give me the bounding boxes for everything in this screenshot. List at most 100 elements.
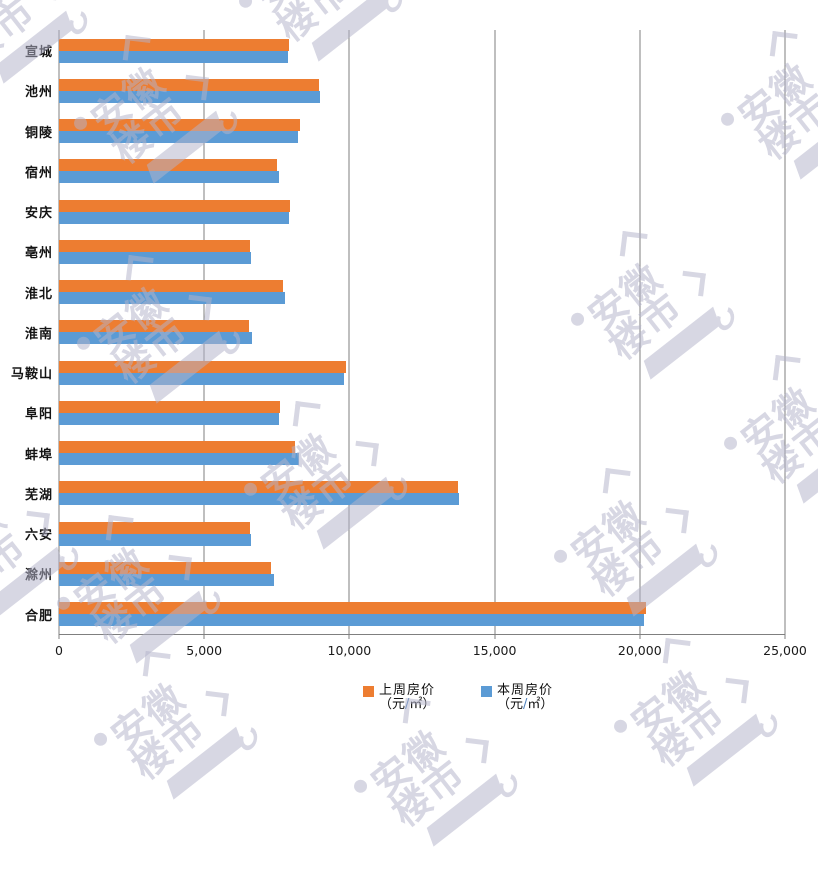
bar-last-week — [59, 522, 250, 534]
x-tick-mark — [785, 634, 786, 639]
bar-last-week — [59, 441, 295, 453]
bar-last-week — [59, 39, 289, 51]
watermark-tile: 安徽 楼市 — [91, 640, 278, 817]
watermark-dot — [91, 730, 109, 748]
category-row: 阜阳 — [59, 392, 785, 432]
category-row: 蚌埠 — [59, 433, 785, 473]
legend-swatch-this-week — [481, 686, 492, 697]
x-tick-label: 25,000 — [763, 643, 807, 658]
watermark-curl-shape — [757, 710, 780, 742]
x-tick-mark — [204, 634, 205, 639]
bar-this-week — [59, 212, 289, 224]
category-row: 亳州 — [59, 231, 785, 271]
city-label: 淮南 — [0, 320, 53, 344]
city-label: 宿州 — [0, 159, 53, 183]
legend-label-this-week: 本周房价 — [497, 684, 553, 698]
bar-this-week — [59, 614, 644, 626]
x-tick-label: 10,000 — [328, 643, 372, 658]
category-row: 淮南 — [59, 312, 785, 352]
watermark-dot — [236, 0, 254, 10]
watermark-stamp-bar — [687, 714, 763, 787]
category-row: 芜湖 — [59, 473, 785, 513]
city-label: 马鞍山 — [0, 361, 53, 385]
bar-last-week — [59, 79, 319, 91]
city-label: 芜湖 — [0, 481, 53, 505]
bar-last-week — [59, 240, 250, 252]
legend-unit-last-week: （元/㎡） — [379, 698, 435, 712]
watermark-text-line1: 安徽 — [363, 722, 453, 806]
category-row: 马鞍山 — [59, 352, 785, 392]
watermark-chevron-shape — [463, 738, 489, 764]
bar-this-week — [59, 574, 274, 586]
watermark-tile: 安徽 楼市 — [351, 687, 538, 864]
city-label: 阜阳 — [0, 401, 53, 425]
bar-this-week — [59, 91, 320, 103]
x-tick-mark — [639, 634, 640, 639]
bar-this-week — [59, 413, 279, 425]
bar-last-week — [59, 401, 280, 413]
bar-last-week — [59, 481, 458, 493]
category-row: 滁州 — [59, 553, 785, 593]
category-row: 宿州 — [59, 151, 785, 191]
legend-unit-this-week: （元/㎡） — [497, 698, 553, 712]
category-row: 合肥 — [59, 594, 785, 634]
bar-this-week — [59, 332, 252, 344]
category-row: 铜陵 — [59, 111, 785, 151]
watermark-text-line1: 安徽 — [0, 0, 23, 43]
x-tick-label: 0 — [55, 643, 63, 658]
legend-swatch-last-week — [363, 686, 374, 697]
city-label: 滁州 — [0, 562, 53, 586]
bar-last-week — [59, 562, 271, 574]
bar-last-week — [59, 200, 290, 212]
bar-this-week — [59, 453, 299, 465]
x-tick-label: 5,000 — [186, 643, 222, 658]
legend-item-this-week: 本周房价 （元/㎡） — [481, 684, 553, 713]
watermark-dot — [351, 777, 369, 795]
city-label: 合肥 — [0, 602, 53, 626]
bar-last-week — [59, 159, 277, 171]
watermark-chevron-shape — [723, 678, 749, 704]
bar-last-week — [59, 361, 346, 373]
watermark-text-line2: 楼市 — [384, 751, 474, 835]
bar-this-week — [59, 373, 344, 385]
bar-this-week — [59, 131, 298, 143]
category-row: 宣城 — [59, 30, 785, 70]
bar-this-week — [59, 171, 279, 183]
x-tick-mark — [59, 634, 60, 639]
watermark-text-line2: 楼市 — [644, 691, 734, 775]
watermark-text-line1: 安徽 — [103, 675, 193, 759]
city-label: 淮北 — [0, 280, 53, 304]
watermark-curl-shape — [497, 770, 520, 802]
watermark-dot — [611, 717, 629, 735]
x-tick-mark — [349, 634, 350, 639]
watermark-text-line2: 楼市 — [124, 704, 214, 788]
bar-rows: 宣城 池州 铜陵 宿州 安庆 亳州 — [59, 30, 785, 634]
category-row: 淮北 — [59, 272, 785, 312]
city-label: 蚌埠 — [0, 441, 53, 465]
city-label: 池州 — [0, 79, 53, 103]
category-row: 六安 — [59, 513, 785, 553]
bar-this-week — [59, 534, 251, 546]
watermark-curl-shape — [382, 0, 405, 17]
housing-price-chart: 宣城 池州 铜陵 宿州 安庆 亳州 — [0, 0, 818, 779]
watermark-text-line1: 安徽 — [248, 0, 338, 21]
watermark-curl-shape — [237, 723, 260, 755]
city-label: 宣城 — [0, 39, 53, 63]
legend-label-last-week: 上周房价 — [379, 684, 435, 698]
category-row: 池州 — [59, 70, 785, 110]
x-tick-mark — [494, 634, 495, 639]
plot-area: 宣城 池州 铜陵 宿州 安庆 亳州 — [59, 30, 785, 635]
bar-last-week — [59, 119, 300, 131]
bar-last-week — [59, 320, 249, 332]
category-row: 安庆 — [59, 191, 785, 231]
bar-this-week — [59, 493, 459, 505]
city-label: 安庆 — [0, 200, 53, 224]
x-tick-label: 15,000 — [473, 643, 517, 658]
watermark-text-line1: 安徽 — [623, 662, 713, 746]
city-label: 六安 — [0, 522, 53, 546]
watermark-stamp-bar — [794, 107, 818, 180]
watermark-stamp-bar — [797, 431, 818, 504]
bar-this-week — [59, 292, 285, 304]
bar-this-week — [59, 252, 251, 264]
